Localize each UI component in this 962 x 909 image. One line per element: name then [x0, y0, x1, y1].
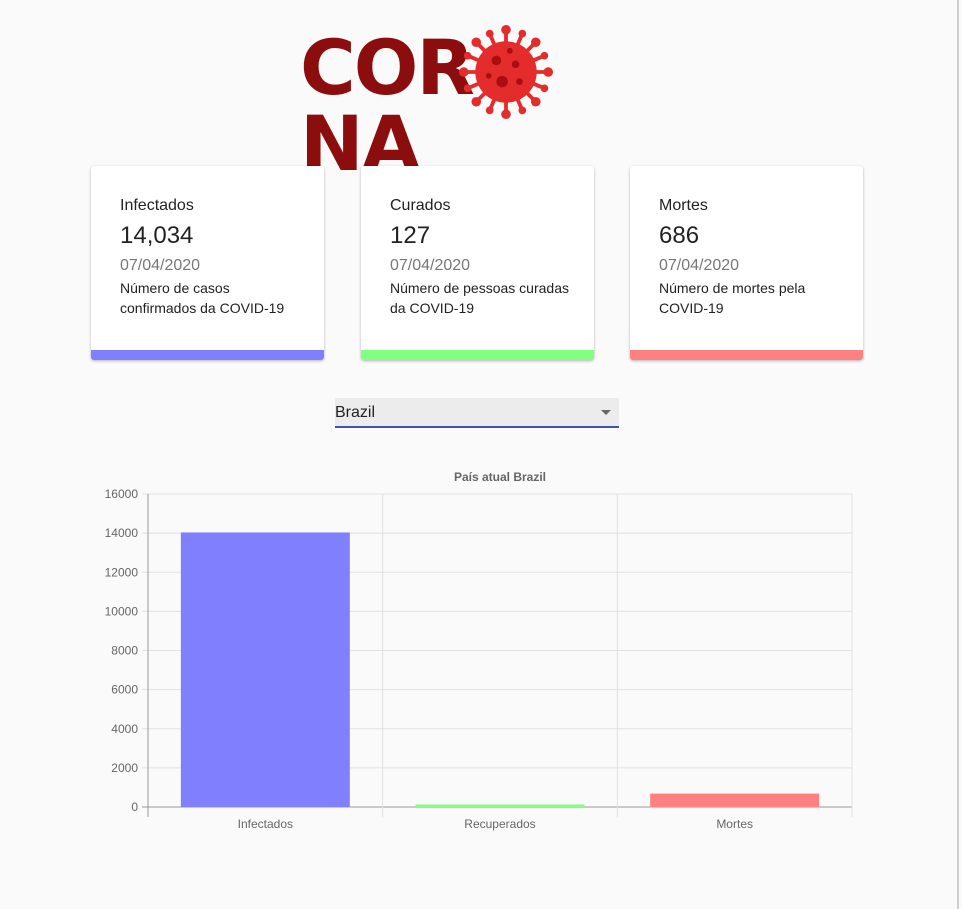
y-tick-label: 8000 [111, 644, 138, 658]
virus-icon [458, 24, 554, 120]
dropdown-arrow-icon[interactable] [601, 410, 611, 415]
y-tick-label: 4000 [111, 722, 138, 736]
card-value: 14,034 [120, 222, 194, 249]
y-tick-label: 16000 [105, 487, 139, 501]
corona-logo: CORNA [300, 22, 660, 182]
bar-infectados [180, 532, 350, 807]
card-date: 07/04/2020 [120, 257, 201, 274]
country-select-value: Brazil [335, 404, 376, 421]
x-tick-label: Recuperados [464, 817, 535, 831]
card-date: 07/04/2020 [659, 257, 740, 274]
y-tick-label: 14000 [105, 526, 139, 540]
y-tick-label: 6000 [111, 683, 138, 697]
card-value: 127 [390, 222, 431, 249]
window-edge [957, 0, 959, 909]
y-tick-label: 10000 [105, 604, 139, 618]
logo-text: CORNA [300, 30, 660, 182]
x-tick-label: Mortes [716, 817, 753, 831]
card-date: 07/04/2020 [390, 257, 471, 274]
country-select[interactable]: Brazil [335, 398, 619, 428]
bar-recuperados [415, 804, 585, 807]
bar-mortes [650, 793, 820, 807]
bar-chart: País atual Brazil 16000 14000 12000 10000 800… [105, 470, 853, 831]
card-color-bar [630, 350, 863, 360]
card-title: Mortes [659, 197, 708, 214]
y-tick-label: 12000 [105, 565, 139, 579]
card-curados: Curados 127 07/04/2020 Número de pessoas… [361, 166, 594, 360]
y-tick-label: 2000 [111, 761, 138, 775]
card-description: Número de pessoas curadas da COVID-19 [390, 280, 569, 316]
card-mortes: Mortes 686 07/04/2020 Número de mortes p… [630, 166, 863, 360]
y-tick-label: 0 [131, 800, 138, 814]
card-infectados: Infectados 14,034 07/04/2020 Número de c… [91, 166, 324, 360]
card-value: 686 [659, 222, 700, 249]
card-description: Número de mortes pela COVID-19 [659, 280, 806, 316]
logo-text-start: COR [300, 23, 475, 112]
card-color-bar [91, 350, 324, 360]
chart-title: País atual Brazil [454, 470, 546, 484]
card-color-bar [361, 350, 594, 360]
card-title: Infectados [120, 197, 194, 214]
card-description: Número de casos confirmados da COVID-19 [120, 280, 285, 316]
x-tick-label: Infectados [238, 817, 293, 831]
card-title: Curados [390, 197, 451, 214]
